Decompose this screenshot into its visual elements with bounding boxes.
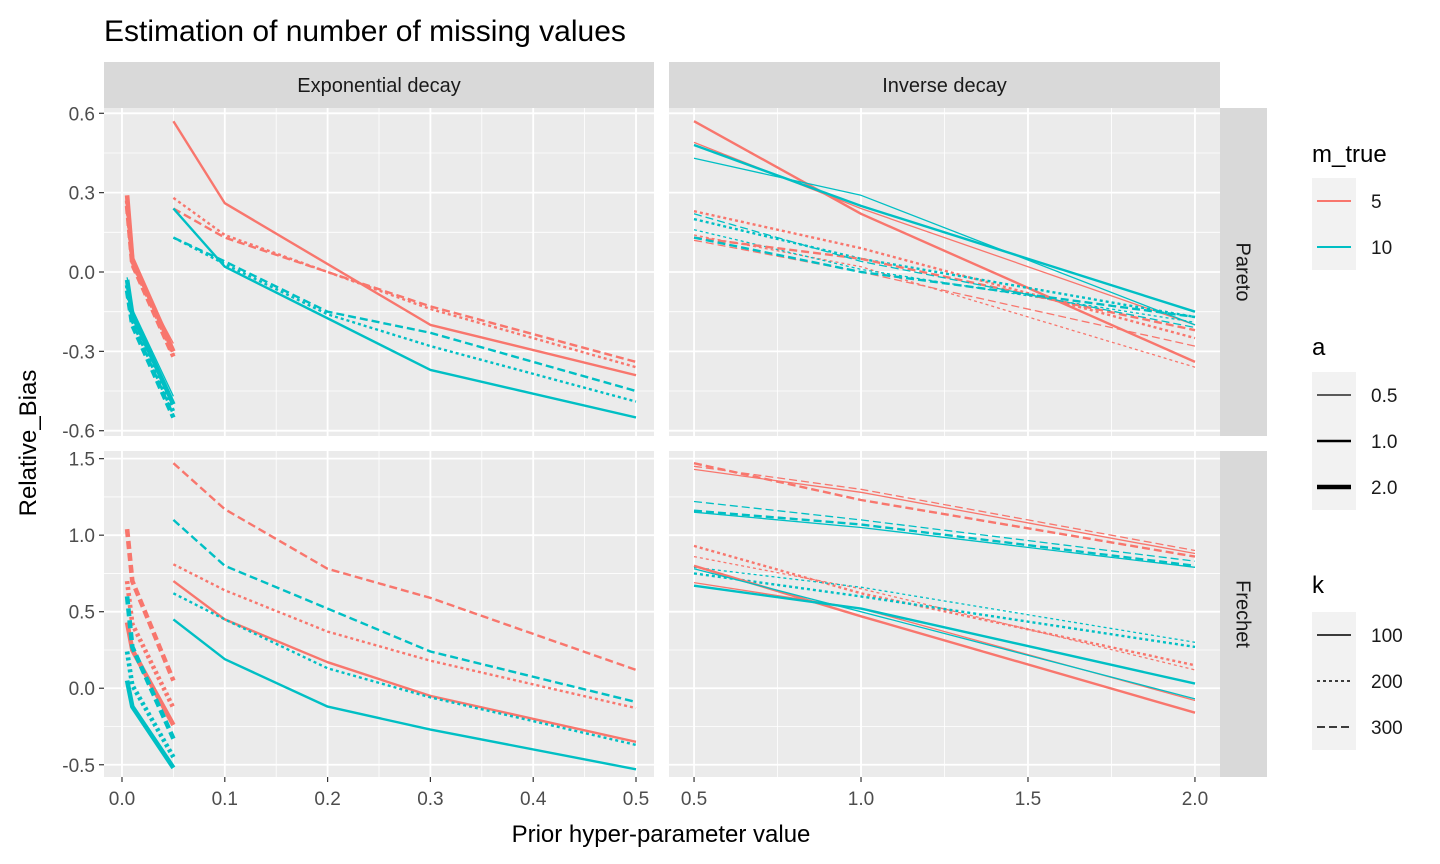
series-line-m10-a2-0-k300 xyxy=(124,596,176,740)
y-tick-label: 1.5 xyxy=(69,450,95,471)
x-tick-label: 0.0 xyxy=(109,789,135,810)
series-line-m10-a1-0-k300 xyxy=(693,236,1196,319)
y-tick-label: -0.3 xyxy=(62,342,95,363)
series-line-m5-a0-5-k300 xyxy=(693,465,1196,552)
x-tick-label: 0.2 xyxy=(314,789,340,810)
series-line-m10-a1-0-k100 xyxy=(172,618,637,771)
series-line-m10-a0-5-k100 xyxy=(693,568,1196,700)
series-line-m10-a2-0-k100 xyxy=(124,680,176,770)
series-line-m10-a0-5-k300 xyxy=(693,500,1196,562)
legend-label-100: 100 xyxy=(1371,626,1403,647)
panel-exponential-decay-pareto: -0.6 -0.3 0.0 0.3 0.6 xyxy=(62,104,654,443)
strip-label-frechet: Frechet xyxy=(1232,580,1254,648)
series-line-m10-a1-0-k100 xyxy=(693,143,1196,313)
legend-key-background xyxy=(1312,178,1356,270)
legend-label-1-0: 1.0 xyxy=(1371,432,1397,453)
series-line-m10-a1-0-k100 xyxy=(693,584,1196,685)
series-line-m10-a1-0-k300 xyxy=(693,509,1196,567)
series-line-m10-a1-0-k200 xyxy=(172,592,637,747)
series-line-m10-a0-5-k200 xyxy=(693,229,1196,323)
x-tick-label: 1.5 xyxy=(1015,789,1041,810)
series-line-m10-a1-0-k200 xyxy=(172,236,637,403)
series-line-m5-a1-0-k100 xyxy=(172,120,637,377)
series-line-m10-a1-0-k300 xyxy=(172,236,637,393)
series-line-m10-a1-0-k100 xyxy=(172,207,637,419)
legend-label-200: 200 xyxy=(1371,672,1403,693)
y-tick-label: -0.6 xyxy=(62,422,95,443)
panel-exponential-decay-frechet: -0.5 0.0 0.5 1.0 1.5 0.0 0.1 0.2 0.3 0.4 0.5 xyxy=(62,450,654,810)
series-line-m5-a2-0-k200 xyxy=(124,580,176,710)
legend-k: k 100 200 300 xyxy=(1312,572,1403,750)
legend-label-0-5: 0.5 xyxy=(1371,386,1397,407)
x-tick-label: 1.0 xyxy=(848,789,874,810)
y-tick-label: 0.6 xyxy=(69,104,95,125)
strip-label-pareto: Pareto xyxy=(1232,243,1254,302)
legend-m-true: m_true 5 10 xyxy=(1312,141,1392,270)
panel-inverse-decay-pareto xyxy=(669,108,1220,436)
panel-inverse-decay-frechet: 0.5 1.0 1.5 2.0 xyxy=(669,451,1220,810)
series-line-m5-a1-0-k300 xyxy=(693,236,1196,332)
y-tick-label: -0.5 xyxy=(62,756,95,777)
series-line-m10-a1-0-k200 xyxy=(693,217,1196,319)
y-tick-label: 0.0 xyxy=(69,679,95,700)
series-line-m10-a1-0-k200 xyxy=(693,572,1196,649)
series-line-m10-a1-0-k300 xyxy=(172,519,637,704)
x-axis-title: Prior hyper-parameter value xyxy=(512,821,811,848)
x-tick-label: 0.4 xyxy=(520,789,547,810)
series-line-m10-a0-5-k100 xyxy=(126,277,174,397)
series-line-m5-a1-0-k300 xyxy=(693,462,1196,558)
legend: m_true 5 10 a 0.5 1.0 2.0 k 100 200 300 xyxy=(1312,141,1403,750)
series-line-m5-a0-5-k100 xyxy=(126,219,174,344)
strip-pareto xyxy=(1220,108,1267,436)
legend-title: k xyxy=(1312,572,1325,599)
series-line-m5-a1-0-k200 xyxy=(172,196,637,369)
strip-label-exponential-decay: Exponential decay xyxy=(297,75,460,97)
x-tick-label: 0.3 xyxy=(417,789,443,810)
y-tick-label: 0.0 xyxy=(69,263,95,284)
x-tick-label: 0.5 xyxy=(681,789,707,810)
series-line-m10-a0-5-k100 xyxy=(693,157,1196,326)
legend-title: a xyxy=(1312,334,1326,361)
x-tick-label: 0.1 xyxy=(212,789,238,810)
series-line-m5-a1-0-k300 xyxy=(172,207,637,364)
legend-label-300: 300 xyxy=(1371,718,1403,739)
strip-exponential-decay xyxy=(104,62,654,108)
series-line-m10-a0-5-k200 xyxy=(693,566,1196,643)
y-axis-title: Relative_Bias xyxy=(15,370,42,517)
series-line-m5-a1-0-k100 xyxy=(693,120,1196,363)
series-line-m5-a2-0-k300 xyxy=(124,205,176,358)
series-line-m5-a1-0-k100 xyxy=(172,580,637,743)
y-tick-label: 0.3 xyxy=(69,184,95,205)
chart-title: Estimation of number of missing values xyxy=(104,15,626,48)
strip-frechet xyxy=(1220,451,1267,777)
series-line-m5-a0-5-k200 xyxy=(693,555,1196,671)
x-tick-label: 2.0 xyxy=(1182,789,1208,810)
y-tick-label: 0.5 xyxy=(69,603,95,624)
y-tick-label: 1.0 xyxy=(69,526,95,547)
series-line-m10-a0-5-k100 xyxy=(693,511,1196,568)
legend-label-10: 10 xyxy=(1371,238,1392,259)
series-line-m5-a1-0-k300 xyxy=(172,462,637,672)
strip-label-inverse-decay: Inverse decay xyxy=(882,75,1007,97)
series-line-m5-a2-0-k300 xyxy=(124,528,176,682)
series-line-m10-a2-0-k300 xyxy=(124,290,176,419)
series-line-m10-a0-5-k300 xyxy=(693,213,1196,329)
x-tick-label: 0.5 xyxy=(623,789,649,810)
series-line-m5-a0-5-k200 xyxy=(693,234,1196,368)
facet-panels: Exponential decay -0.6 -0.3 0.0 0.3 0.6 -0.5 0.… xyxy=(62,62,1267,810)
legend-label-2-0: 2.0 xyxy=(1371,478,1397,499)
series-line-m5-a1-0-k200 xyxy=(172,563,637,710)
legend-label-5: 5 xyxy=(1371,192,1382,213)
legend-a: a 0.5 1.0 2.0 xyxy=(1312,334,1397,510)
series-line-m5-a0-5-k100 xyxy=(693,468,1196,555)
legend-title: m_true xyxy=(1312,141,1387,168)
strip-inverse-decay xyxy=(669,62,1220,108)
